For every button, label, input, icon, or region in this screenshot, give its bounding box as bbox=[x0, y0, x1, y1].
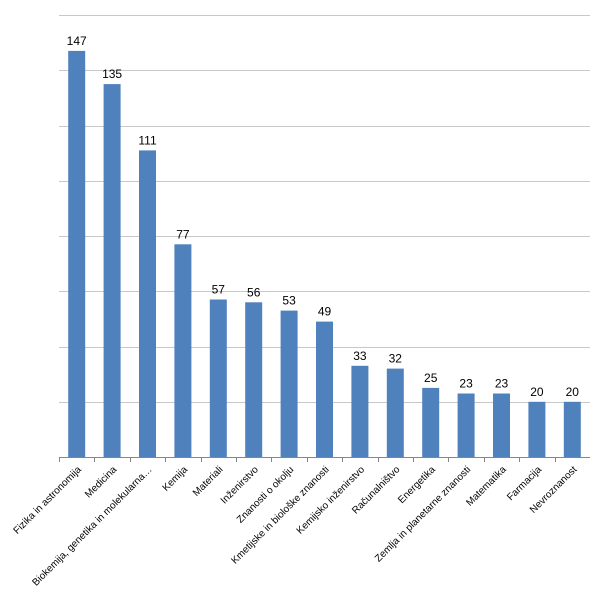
data-label: 147 bbox=[67, 34, 87, 48]
data-label: 32 bbox=[389, 352, 403, 366]
bar bbox=[351, 365, 369, 457]
data-label: 20 bbox=[566, 385, 580, 399]
bar bbox=[139, 150, 156, 457]
bar bbox=[563, 401, 581, 458]
data-label: 20 bbox=[530, 385, 544, 399]
data-label: 25 bbox=[424, 371, 438, 385]
bar bbox=[528, 401, 546, 458]
category-labels: Fizika in astronomija MedicinaBiokemija, … bbox=[12, 464, 580, 588]
data-label: 77 bbox=[176, 227, 190, 241]
data-labels: 147 135 111 77 57 56 53 49 33 32 25 23 23 20 20 bbox=[67, 34, 580, 399]
category-label: Fizika in astronomija bbox=[12, 464, 85, 537]
category-label: Kemijsko inženirstvo bbox=[295, 464, 368, 537]
data-label: 135 bbox=[102, 67, 122, 81]
bar bbox=[493, 393, 510, 457]
bars bbox=[68, 50, 581, 458]
category-label: Medicina bbox=[83, 464, 119, 500]
data-label: 49 bbox=[318, 305, 332, 319]
x-axis bbox=[59, 457, 590, 462]
bar bbox=[245, 302, 263, 457]
bar bbox=[209, 299, 227, 457]
bar bbox=[386, 368, 404, 457]
data-label: 23 bbox=[459, 377, 473, 391]
data-label: 56 bbox=[247, 285, 261, 299]
bar bbox=[103, 84, 121, 457]
data-label: 57 bbox=[212, 283, 226, 297]
bar bbox=[174, 244, 192, 457]
bar bbox=[422, 387, 440, 457]
bar bbox=[68, 50, 86, 458]
data-label: 33 bbox=[353, 349, 367, 363]
bar bbox=[316, 321, 333, 457]
bar bbox=[280, 310, 298, 457]
data-label: 53 bbox=[282, 294, 296, 308]
bar bbox=[457, 393, 475, 457]
category-label: Kemija bbox=[161, 464, 191, 494]
data-label: 23 bbox=[495, 377, 509, 391]
data-label: 111 bbox=[138, 133, 157, 147]
category-label: Materiali bbox=[191, 464, 226, 499]
